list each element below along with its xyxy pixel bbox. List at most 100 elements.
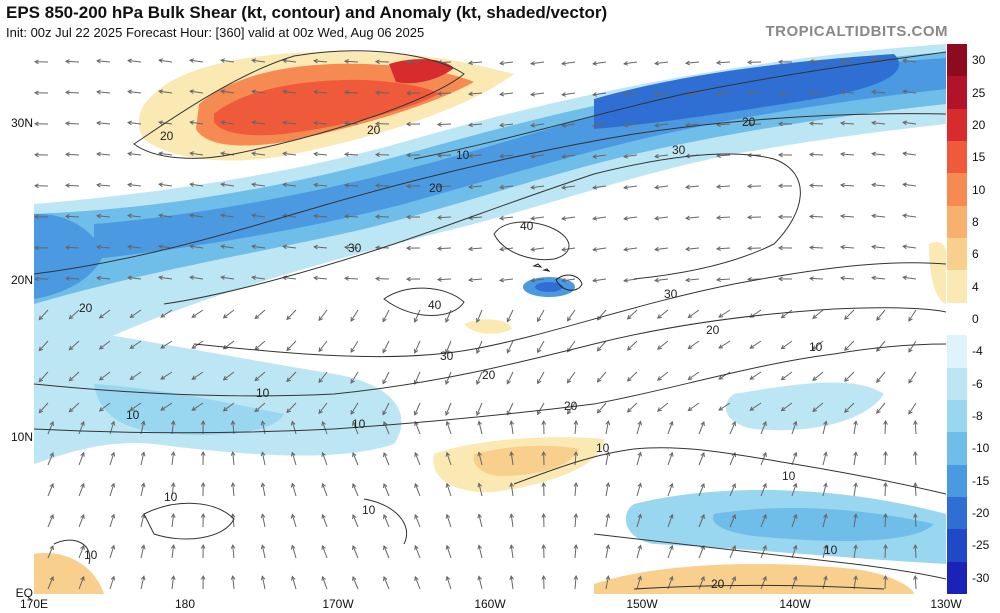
wind-vector (597, 309, 607, 321)
wind-vector (69, 402, 80, 413)
contour-30-jet (163, 153, 801, 305)
wind-vector-head (374, 59, 380, 65)
wind-vector-head (573, 450, 579, 456)
colorbar-tick-label: -20 (972, 506, 990, 521)
wind-vector-head (592, 123, 598, 128)
brand-watermark: TROPICALTIDBITS.COM (765, 23, 948, 40)
wind-vector-head (715, 277, 721, 283)
wind-vector (872, 184, 886, 187)
wind-vector (130, 340, 142, 349)
wind-vector (352, 483, 359, 497)
contour-labels: 20 20 10 20 30 20 30 20 40 40 30 30 20 20 10 10 20 10 10 10… (79, 115, 838, 591)
wind-vector-head (467, 184, 473, 190)
wind-vector (884, 482, 887, 497)
wind-vector-head (140, 482, 146, 488)
wind-vector (903, 90, 917, 94)
wind-vector-head (436, 215, 442, 220)
wind-vector-head (110, 513, 116, 519)
wind-vector-head (158, 89, 164, 94)
wind-vector-head (352, 514, 357, 520)
wind-vector (624, 92, 638, 96)
wind-vector (47, 545, 54, 559)
wind-vector (318, 402, 328, 414)
wind-vector (562, 61, 576, 65)
wind-vector-head (127, 213, 132, 219)
wind-vector-head (700, 514, 705, 519)
wind-vector (97, 153, 111, 156)
wind-vector-head (792, 575, 798, 581)
wind-vector-head (700, 421, 705, 426)
wind-vector (130, 309, 142, 318)
wind-vector (716, 154, 731, 157)
contour-label: 10 (809, 340, 823, 354)
wind-vector (78, 452, 85, 466)
wind-vector (562, 154, 576, 158)
wind-vector-head (160, 313, 166, 318)
wind-vector-head (762, 575, 767, 581)
wind-vector (840, 60, 855, 63)
wind-vector (822, 576, 827, 590)
wind-vector-head (251, 151, 257, 156)
wind-vector-head (908, 409, 913, 415)
wind-vector-head (823, 451, 828, 457)
wind-vector-head (80, 544, 85, 550)
wind-vector-head (98, 314, 104, 319)
wind-vector (876, 402, 886, 414)
wind-vector-head (509, 544, 514, 550)
wind-vector-head (777, 183, 783, 189)
wind-vector (254, 371, 266, 381)
colorbar-segment (947, 367, 967, 401)
wind-vector-head (254, 376, 260, 382)
contour-label: 10 (256, 386, 270, 400)
wind-vector (537, 340, 545, 353)
wind-vector-head (96, 182, 101, 188)
wind-vector (437, 247, 452, 250)
wind-vector (593, 216, 607, 220)
wind-vector-head (220, 213, 226, 218)
wind-vector (791, 576, 797, 590)
contour-40-small (493, 221, 570, 261)
lon-label: 130W (930, 597, 962, 611)
wind-vector-head (792, 451, 798, 457)
wind-vector-head (623, 154, 629, 159)
wind-vector-head (654, 91, 659, 97)
wind-vector-head (350, 347, 355, 353)
wind-vector (318, 309, 328, 321)
wind-vector (686, 185, 700, 188)
contour-10-west (53, 539, 91, 565)
wind-vector (562, 185, 576, 189)
wind-vector-head (687, 344, 693, 350)
wind-vector-head (499, 277, 504, 283)
wind-vector-head (220, 244, 226, 249)
contour-10-north (413, 51, 946, 160)
wind-vector (872, 153, 886, 156)
contour-label: 10 (456, 148, 470, 162)
wind-vector (500, 92, 514, 95)
wind-vector (812, 402, 824, 412)
wind-vector (445, 371, 452, 385)
wind-vector (840, 277, 855, 280)
wind-vector (686, 278, 700, 281)
wind-vector-head (812, 407, 817, 412)
wind-vector-head (467, 153, 473, 159)
wind-vector (38, 402, 49, 413)
wind-vector-head (98, 345, 104, 350)
wind-vector-head (913, 574, 918, 580)
wind-vector (140, 421, 145, 435)
wind-vector-head (573, 574, 579, 580)
wind-vector (383, 514, 390, 528)
wind-vector (314, 153, 328, 156)
wind-vector-head (509, 513, 514, 519)
wind-vector-head (839, 275, 845, 281)
wind-vector (65, 246, 80, 249)
wind-vector (160, 309, 173, 318)
wind-vector-head (839, 182, 845, 188)
wind-vector-head (883, 512, 888, 518)
wind-vector (160, 402, 173, 411)
colorbar-segment (947, 76, 967, 110)
wind-vector (171, 452, 175, 466)
wind-vector (510, 483, 514, 497)
wind-vector (322, 452, 328, 466)
wind-vector-head (499, 122, 504, 128)
wind-vector-head (792, 482, 798, 488)
